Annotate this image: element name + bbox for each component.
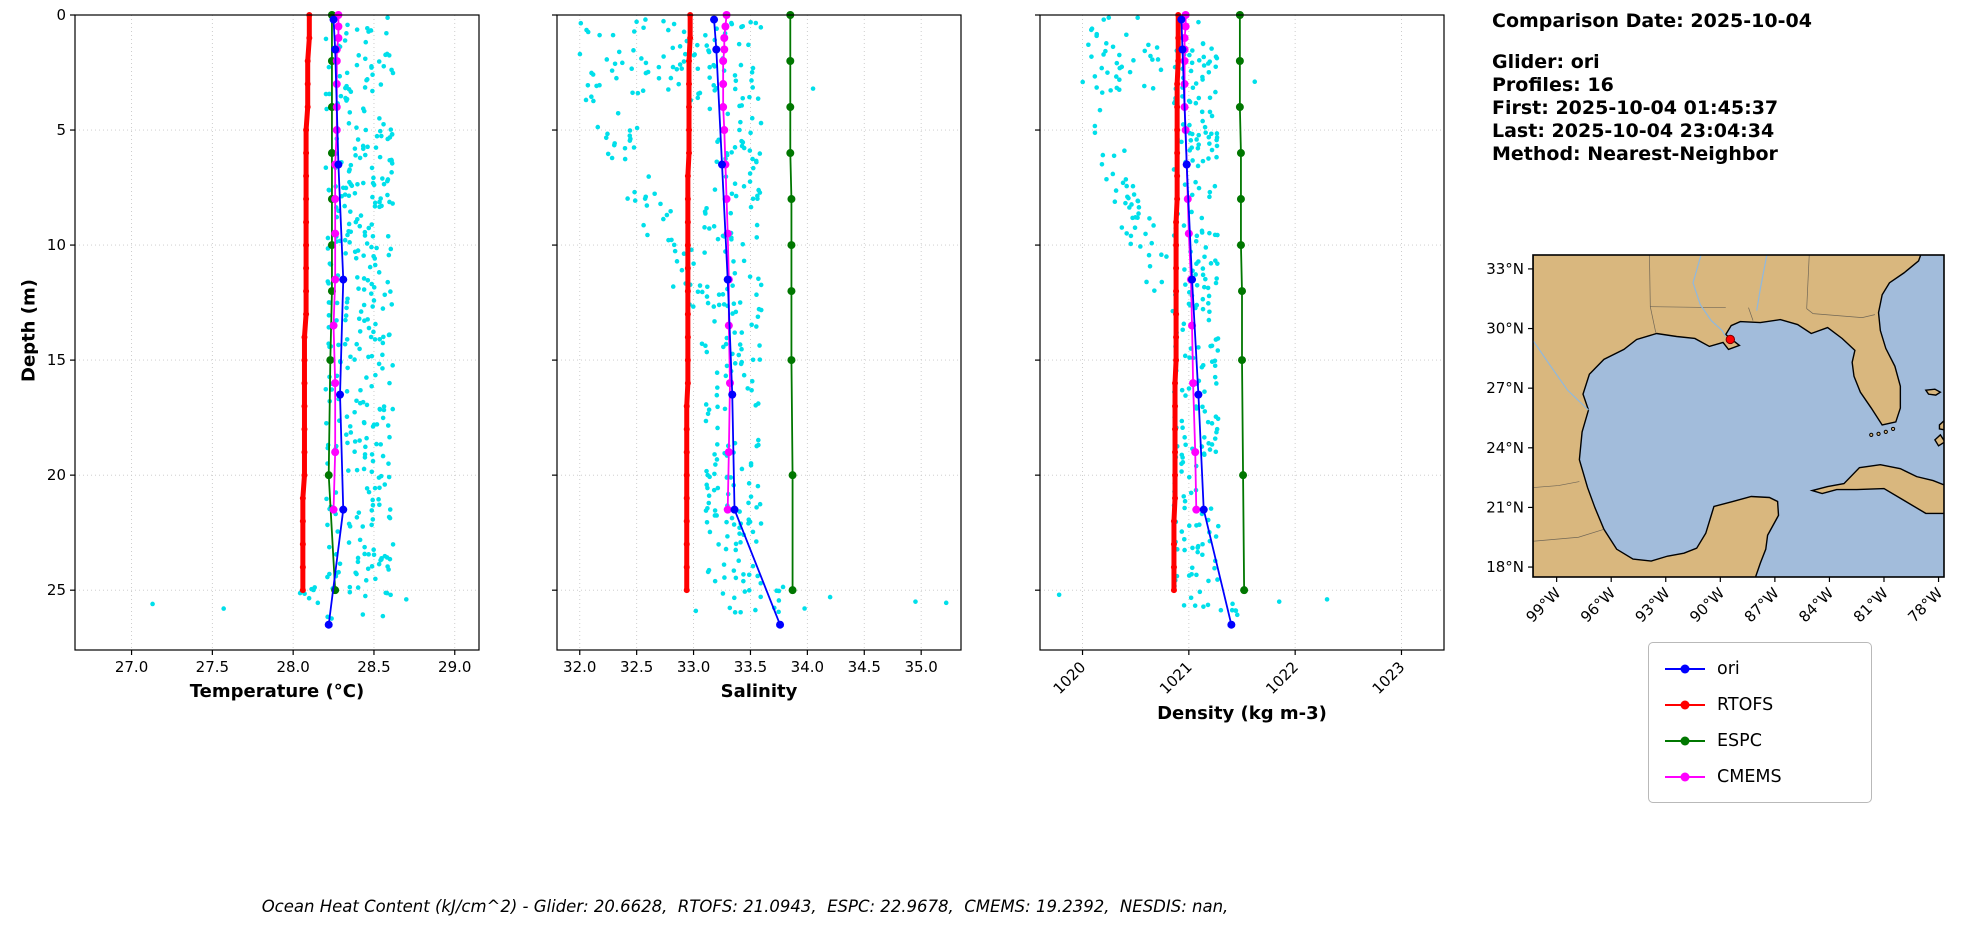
legend-label-espc: ESPC xyxy=(1717,730,1762,751)
admin-border-line xyxy=(1533,481,1580,488)
ori-profile-line xyxy=(710,15,785,629)
rtofs-profile-line xyxy=(683,12,694,594)
map-lon-tick-label: 90°W xyxy=(1686,584,1728,626)
y-tick-label: 15 xyxy=(47,351,66,369)
last-profile-time-text: Last: 2025-10-04 23:04:34 xyxy=(1492,120,1775,142)
x-tick-label: 34.5 xyxy=(848,658,881,676)
river-line xyxy=(1756,255,1768,311)
mainland-landmass xyxy=(1533,255,1922,577)
density-axis-label: Density (kg m-3) xyxy=(1157,703,1327,724)
first-profile-time-text: First: 2025-10-04 01:45:37 xyxy=(1492,97,1779,119)
x-tick-label: 32.0 xyxy=(563,658,596,676)
map-lon-tick-label: 93°W xyxy=(1632,584,1674,626)
legend-item-espc: ESPC xyxy=(1663,724,1857,757)
legend-item-ori: ori xyxy=(1663,652,1857,685)
glider-scatter xyxy=(1056,15,1330,618)
x-tick-label: 1023 xyxy=(1369,658,1409,698)
glider-scatter xyxy=(150,15,409,621)
ori-profile-line xyxy=(1177,15,1236,629)
florida-keys-islet xyxy=(1869,432,1874,437)
legend-label-ori: ori xyxy=(1717,658,1740,679)
florida-keys-islet xyxy=(1883,429,1888,435)
x-tick-label: 27.5 xyxy=(196,658,229,676)
admin-border-line xyxy=(1748,307,1754,321)
x-tick-label: 35.0 xyxy=(904,658,937,676)
legend-item-rtofs: RTOFS xyxy=(1663,688,1857,721)
river-line xyxy=(1692,255,1727,337)
map-lon-tick-label: 78°W xyxy=(1904,584,1946,626)
map-lon-tick-label: 84°W xyxy=(1795,584,1837,626)
map-lat-tick-label: 27°N xyxy=(1486,379,1524,397)
glider-position-marker xyxy=(1725,334,1736,345)
y-tick-label: 10 xyxy=(47,236,66,254)
bahamas-island xyxy=(1938,419,1944,431)
legend-marker-ori xyxy=(1665,664,1705,673)
ohc-caption: Ocean Heat Content (kJ/cm^2) - Glider: 2… xyxy=(261,897,1229,916)
x-tick-label: 1020 xyxy=(1050,658,1090,698)
espc-profile-line xyxy=(1235,11,1249,595)
x-tick-label: 1022 xyxy=(1262,658,1302,698)
admin-border-line xyxy=(1806,308,1875,318)
x-tick-label: 34.0 xyxy=(791,658,824,676)
glider-scatter xyxy=(577,17,949,615)
comparison-date-text: Comparison Date: 2025-10-04 xyxy=(1492,10,1812,32)
depth-axis-label: Depth (m) xyxy=(18,279,40,382)
x-tick-label: 27.0 xyxy=(115,658,148,676)
x-tick-label: 28.0 xyxy=(276,658,309,676)
ori-profile-line xyxy=(324,15,348,629)
admin-border-line xyxy=(1806,255,1810,309)
y-tick-label: 5 xyxy=(56,121,66,139)
map-lat-tick-label: 24°N xyxy=(1486,439,1524,457)
x-tick-label: 32.5 xyxy=(620,658,653,676)
cuba-island xyxy=(1809,463,1944,515)
map-lon-tick-label: 87°W xyxy=(1741,584,1783,626)
x-tick-label: 1021 xyxy=(1156,658,1196,698)
legend-label-rtofs: RTOFS xyxy=(1717,694,1774,715)
y-tick-label: 25 xyxy=(47,581,66,599)
map-lat-tick-label: 21°N xyxy=(1486,498,1524,516)
y-tick-label: 0 xyxy=(56,6,66,24)
gulf-of-mexico-map xyxy=(1533,255,1944,577)
map-lon-tick-label: 96°W xyxy=(1577,584,1619,626)
legend-marker-espc xyxy=(1665,736,1705,745)
rtofs-profile-line xyxy=(299,12,313,594)
legend-marker-cmems xyxy=(1665,772,1705,781)
florida-keys-islet xyxy=(1876,431,1881,436)
x-tick-label: 28.5 xyxy=(357,658,390,676)
legend: ori RTOFS ESPC CMEMS xyxy=(1648,642,1872,803)
temperature-axis-label: Temperature (°C) xyxy=(189,681,365,702)
bahamas-island xyxy=(1924,388,1942,396)
x-tick-label: 29.0 xyxy=(438,658,471,676)
map-lon-tick-label: 81°W xyxy=(1850,584,1892,626)
method-text: Method: Nearest-Neighbor xyxy=(1492,143,1778,165)
glider-name-text: Glider: ori xyxy=(1492,51,1600,73)
espc-profile-line xyxy=(786,11,797,595)
bahamas-island xyxy=(1934,433,1944,447)
profiles-count-text: Profiles: 16 xyxy=(1492,74,1614,96)
legend-item-cmems: CMEMS xyxy=(1663,760,1857,793)
x-tick-label: 33.5 xyxy=(734,658,767,676)
admin-border-line xyxy=(1533,528,1605,542)
info-spacer xyxy=(1492,33,1812,51)
map-lon-tick-label: 99°W xyxy=(1522,584,1564,626)
y-tick-label: 20 xyxy=(47,466,66,484)
florida-keys-islet xyxy=(1890,426,1896,432)
map-lat-tick-label: 30°N xyxy=(1486,320,1524,338)
comparison-info-block: Comparison Date: 2025-10-04 Glider: ori … xyxy=(1492,10,1812,166)
salinity-axis-label: Salinity xyxy=(720,681,798,702)
map-lat-tick-label: 33°N xyxy=(1486,260,1524,278)
admin-border-line xyxy=(1650,306,1726,309)
legend-label-cmems: CMEMS xyxy=(1717,766,1782,787)
rtofs-profile-line xyxy=(1170,12,1182,594)
river-line xyxy=(1533,340,1589,411)
x-tick-label: 33.0 xyxy=(677,658,710,676)
legend-marker-rtofs xyxy=(1665,700,1705,709)
map-lat-tick-label: 18°N xyxy=(1486,558,1524,576)
